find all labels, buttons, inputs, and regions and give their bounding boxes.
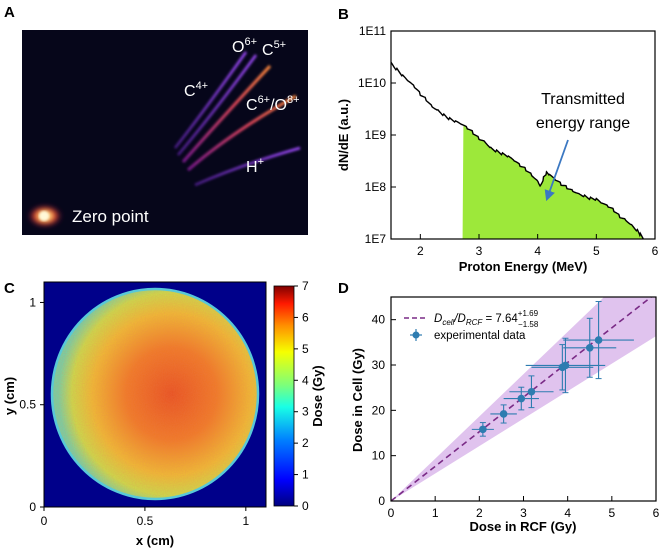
data-point — [499, 410, 508, 418]
d-ytick-label: 10 — [372, 449, 386, 463]
data-point — [479, 425, 487, 434]
d-xtick-label: 2 — [476, 506, 483, 520]
b-ytick-label: 1E11 — [359, 24, 386, 38]
data-point — [527, 387, 536, 396]
panel-label-d: D — [338, 280, 349, 297]
dose-disk-texture — [52, 289, 258, 499]
panel-c-ylabel: y (cm) — [2, 377, 17, 415]
d-ytick-label: 0 — [378, 494, 385, 508]
c-ytick-label: 1 — [29, 295, 36, 309]
b-ytick-label: 1E10 — [358, 76, 386, 90]
colorbar — [273, 285, 295, 507]
d-xtick-label: 3 — [520, 506, 527, 520]
c-xtick-label: 0.5 — [137, 514, 154, 528]
panel-b-xlabel: Proton Energy (MeV) — [459, 259, 588, 274]
b-ytick-label: 1E7 — [365, 232, 387, 246]
b-xtick-label: 2 — [417, 244, 424, 258]
panel-b-ticks: 2 3 4 5 6 1E7 1E8 1E9 1E10 1E11 — [358, 24, 659, 258]
data-point — [561, 361, 570, 370]
legend-data-marker — [412, 331, 420, 339]
b-ytick-label: 1E9 — [365, 128, 387, 142]
panel-d-xlabel: Dose in RCF (Gy) — [470, 519, 577, 534]
d-xtick-label: 1 — [432, 506, 439, 520]
c-xtick-label: 0 — [41, 514, 48, 528]
colorbar-tick-label: 0 — [302, 499, 309, 513]
scatter-points — [471, 301, 634, 437]
d-ytick-label: 30 — [372, 358, 386, 372]
data-point — [594, 336, 603, 344]
b-xtick-label: 6 — [652, 244, 659, 258]
dose-disk-edge — [50, 287, 260, 501]
annotation-line-1: Transmitted — [541, 91, 625, 108]
d-xtick-label: 0 — [388, 506, 395, 520]
b-xtick-label: 5 — [593, 244, 600, 258]
colorbar-tick-label: 1 — [302, 468, 309, 482]
spectrum-line — [390, 61, 644, 240]
annotation-line-2: energy range — [536, 115, 630, 132]
annotation-arrow — [544, 139, 569, 202]
data-point — [585, 343, 594, 352]
colorbar-tick-label: 4 — [302, 373, 309, 387]
colorbar-label: Dose (Gy) — [310, 365, 325, 426]
b-ytick-label: 1E8 — [365, 180, 387, 194]
d-xtick-label: 6 — [653, 506, 660, 520]
panel-label-b: B — [338, 6, 349, 23]
dose-map-frame — [43, 281, 267, 508]
panel-c-xlabel: x (cm) — [136, 533, 174, 548]
b-xtick-label: 3 — [476, 244, 483, 258]
colorbar-tick-label: 5 — [302, 342, 309, 356]
d-xtick-label: 5 — [608, 506, 615, 520]
c-xtick-label: 1 — [242, 514, 249, 528]
panel-d-ylabel: Dose in Cell (Gy) — [350, 348, 365, 452]
colorbar-tick-label: 7 — [302, 279, 309, 293]
panel-b-ylabel: dN/dE (a.u.) — [336, 99, 351, 171]
panel-label-a: A — [4, 4, 15, 21]
panel-label-c: C — [4, 280, 15, 297]
colorbar-tick-label: 3 — [302, 405, 309, 419]
data-point — [517, 394, 526, 403]
d-ytick-label: 40 — [372, 313, 386, 327]
c-ytick-label: 0 — [29, 500, 36, 514]
b-xtick-label: 4 — [534, 244, 541, 258]
c-ytick-label: 0.5 — [19, 398, 36, 412]
panel-c-ticks: 0 0.5 1 0 0.5 1 0 1 2 3 4 5 6 7 — [19, 279, 309, 528]
panel-d-ticks: 0 1 2 3 4 5 6 0 10 20 30 40 — [372, 313, 660, 520]
d-ytick-label: 20 — [372, 403, 386, 417]
legend-fit-text: Dcell/DRCF = 7.64+1.69 −1.58 — [434, 309, 539, 329]
colorbar-tick-label: 2 — [302, 436, 309, 450]
legend-data-text: experimental data — [434, 330, 526, 342]
d-xtick-label: 4 — [564, 506, 571, 520]
colorbar-tick-label: 6 — [302, 310, 309, 324]
